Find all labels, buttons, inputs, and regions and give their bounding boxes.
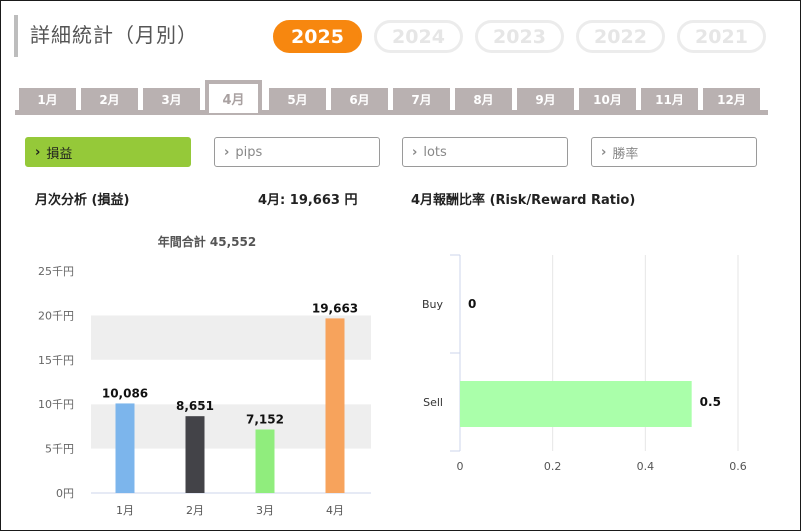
metric-button-winrate[interactable]: › 勝率 xyxy=(591,137,757,167)
grid-band xyxy=(91,315,371,360)
y-tick-label: 15千円 xyxy=(38,354,74,367)
y-tick-label: 20千円 xyxy=(38,309,74,322)
tab-month-2[interactable]: 2月 xyxy=(81,88,138,110)
y-tick-label: 25千円 xyxy=(38,265,74,278)
tab-month-5[interactable]: 5月 xyxy=(269,88,326,110)
bar-value-label: 8,651 xyxy=(176,399,214,413)
bar-1[interactable] xyxy=(115,403,135,493)
x-tick-label: 2月 xyxy=(186,504,204,517)
year-pill-2025[interactable]: 2025 xyxy=(273,20,362,53)
x-tick-label: 0.4 xyxy=(637,460,655,473)
bar-value-label: 10,086 xyxy=(102,386,148,400)
tab-month-1[interactable]: 1月 xyxy=(19,88,76,110)
monthly-analysis-title: 月次分析 (損益) xyxy=(35,193,130,208)
category-label: Buy xyxy=(422,298,444,311)
metric-label: pips xyxy=(235,144,263,160)
grid-band xyxy=(91,271,371,316)
tab-month-8[interactable]: 8月 xyxy=(455,88,512,110)
bar-sell[interactable] xyxy=(460,381,692,427)
year-pill-2022[interactable]: 2022 xyxy=(576,20,665,53)
bar-value-label: 0 xyxy=(468,297,476,311)
year-selector: 2025 2024 2023 2022 2021 xyxy=(273,20,766,53)
tab-month-6[interactable]: 6月 xyxy=(331,88,388,110)
chevron-right-icon: › xyxy=(412,144,418,160)
bar-value-label: 0.5 xyxy=(700,395,721,409)
tab-month-12[interactable]: 12月 xyxy=(703,88,760,110)
bar-4[interactable] xyxy=(325,318,345,493)
x-tick-label: 3月 xyxy=(256,504,274,517)
x-tick-label: 0.6 xyxy=(729,460,747,473)
month-tabs: 1月 2月 3月 4月 5月 6月 7月 8月 9月 10月 11月 12月 xyxy=(15,80,768,115)
year-pill-2024[interactable]: 2024 xyxy=(374,20,463,53)
metric-button-lots[interactable]: › lots xyxy=(402,137,568,167)
risk-reward-title: 4月報酬比率 (Risk/Reward Ratio) xyxy=(411,193,636,208)
category-label: Sell xyxy=(423,396,443,409)
grid-band xyxy=(91,404,371,449)
tab-month-9[interactable]: 9月 xyxy=(517,88,574,110)
y-tick-label: 5千円 xyxy=(45,443,74,456)
tab-month-11[interactable]: 11月 xyxy=(641,88,698,110)
metric-button-profit[interactable]: › 損益 xyxy=(25,137,191,167)
y-tick-label: 0円 xyxy=(56,487,74,500)
month-total: 4月: 19,663 円 xyxy=(258,193,358,208)
tab-month-3[interactable]: 3月 xyxy=(143,88,200,110)
bar-value-label: 19,663 xyxy=(312,301,358,315)
x-tick-label: 0.2 xyxy=(544,460,562,473)
page-title: 詳細統計（月別） xyxy=(14,15,198,57)
tab-month-4[interactable]: 4月 xyxy=(205,80,262,113)
x-tick-label: 1月 xyxy=(116,504,134,517)
bar-2[interactable] xyxy=(185,416,205,493)
chevron-right-icon: › xyxy=(35,144,41,160)
tab-month-7[interactable]: 7月 xyxy=(393,88,450,110)
tab-month-10[interactable]: 10月 xyxy=(579,88,636,110)
risk-reward-chart: 0 0.2 0.4 0.6 Buy 0 Sell 0.5 xyxy=(422,254,747,473)
metric-button-pips[interactable]: › pips xyxy=(214,137,380,167)
bar-3[interactable] xyxy=(255,429,275,493)
year-pill-2021[interactable]: 2021 xyxy=(677,20,766,53)
x-tick-label: 4月 xyxy=(326,504,344,517)
metric-label: lots xyxy=(423,144,447,160)
x-tick-label: 0 xyxy=(457,460,464,473)
metric-label: 勝率 xyxy=(612,146,639,162)
metric-label: 損益 xyxy=(46,146,73,162)
chevron-right-icon: › xyxy=(601,144,607,160)
chevron-right-icon: › xyxy=(224,144,230,160)
year-pill-2023[interactable]: 2023 xyxy=(475,20,564,53)
y-tick-label: 10千円 xyxy=(38,398,74,411)
chart-title: 年間合計 45,552 xyxy=(158,234,257,249)
monthly-profit-chart: 年間合計 45,552 0円 5千円 10千円 15千円 20千円 25千円 10,086 1月… xyxy=(38,234,371,517)
grid-band xyxy=(91,359,371,405)
grid-band xyxy=(91,448,371,493)
bar-value-label: 7,152 xyxy=(246,412,284,426)
